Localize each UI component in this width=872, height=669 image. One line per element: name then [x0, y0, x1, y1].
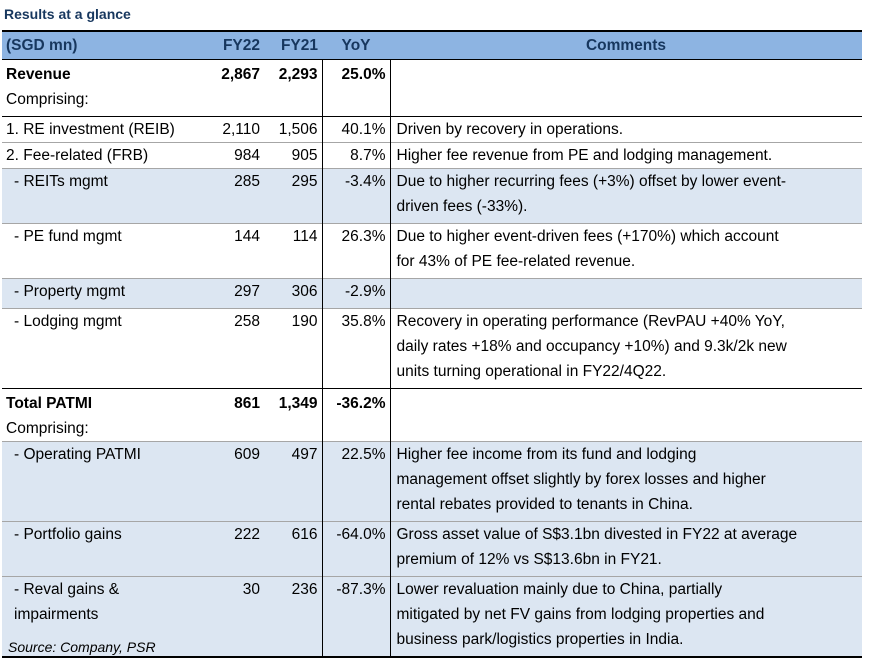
row-label: Revenue	[6, 66, 71, 83]
row-pe-fund-mgmt: - PE fund mgmt 144 114 26.3% Due to high…	[2, 223, 862, 279]
yoy-value: 22.5%	[321, 441, 391, 522]
row-revenue: Revenue 2,867 2,293 25.0%	[2, 59, 862, 88]
row-reits-mgmt: - REITs mgmt 285 295 -3.4% Due to higher…	[2, 168, 862, 224]
header-unit: (SGD mn)	[2, 30, 206, 60]
comment: Gross asset value of S$3.1bn divested in…	[390, 521, 862, 577]
header-yoy: YoY	[322, 30, 390, 60]
header-fy21: FY21	[264, 30, 322, 60]
comment: Due to higher recurring fees (+3%) offse…	[390, 168, 862, 224]
row-portfolio-gains: - Portfolio gains 222 616 -64.0% Gross a…	[2, 521, 862, 577]
fy21-value: 190	[264, 308, 322, 389]
row-label: - Lodging mgmt	[2, 308, 206, 389]
comment-line: units turning operational in FY22/4Q22.	[396, 363, 667, 380]
header-fy22: FY22	[206, 30, 264, 60]
row-frb: 2. Fee-related (FRB) 984 905 8.7% Higher…	[2, 142, 862, 169]
comment-line: rental rebates provided to tenants in Ch…	[396, 496, 693, 513]
yoy-value: 25.0%	[321, 59, 391, 87]
comment-line: Recovery in operating performance (RevPA…	[396, 313, 785, 330]
fy22-value: 285	[206, 168, 264, 224]
comment: Due to higher event-driven fees (+170%) …	[390, 223, 862, 279]
fy21-value: 295	[264, 168, 322, 224]
comment	[390, 278, 862, 309]
comment-line: Due to higher event-driven fees (+170%) …	[396, 228, 779, 245]
page-title: Results at a glance	[4, 6, 131, 22]
table-header-row: (SGD mn) FY22 FY21 YoY Comments	[2, 30, 862, 60]
fy21-value: 905	[264, 142, 322, 169]
comment: Recovery in operating performance (RevPA…	[390, 308, 862, 389]
yoy-value: 8.7%	[321, 142, 391, 169]
yoy-value: 40.1%	[321, 116, 391, 143]
comment-line: business park/logistics properties in In…	[396, 631, 684, 648]
row-label: - Reval gains & impairments	[2, 576, 206, 658]
fy21-value: 1,349	[264, 388, 322, 416]
results-table: (SGD mn) FY22 FY21 YoY Comments Revenue …	[2, 30, 862, 658]
row-total-patmi: Total PATMI 861 1,349 -36.2%	[2, 388, 862, 416]
row-label: - Operating PATMI	[2, 441, 206, 522]
row-label: 1. RE investment (REIB)	[2, 116, 206, 143]
source-note: Source: Company, PSR	[8, 639, 156, 655]
fy22-value: 222	[206, 521, 264, 577]
row-label: - Portfolio gains	[2, 521, 206, 577]
row-reib: 1. RE investment (REIB) 2,110 1,506 40.1…	[2, 116, 862, 143]
fy22-value: 984	[206, 142, 264, 169]
comment-line: Due to higher recurring fees (+3%) offse…	[396, 173, 787, 190]
comment-line: driven fees (-33%).	[396, 198, 528, 215]
fy22-value: 609	[206, 441, 264, 522]
comment-line: mitigated by net FV gains from lodging p…	[396, 606, 765, 623]
fy21-value: 497	[264, 441, 322, 522]
fy21-value: 306	[264, 278, 322, 309]
row-label: Comprising:	[6, 91, 89, 108]
fy22-value: 861	[206, 388, 264, 416]
row-label: Comprising:	[6, 420, 89, 437]
yoy-value: -36.2%	[321, 388, 391, 416]
row-property-mgmt: - Property mgmt 297 306 -2.9%	[2, 278, 862, 309]
comment-line: daily rates +18% and occupancy +10%) and…	[396, 338, 787, 355]
comment	[390, 60, 862, 88]
row-label-line: impairments	[14, 606, 99, 623]
fy22-value: 297	[206, 278, 264, 309]
comment-line: management offset slightly by forex loss…	[396, 471, 766, 488]
row-label: - Property mgmt	[2, 278, 206, 309]
fy22-value: 2,110	[206, 116, 264, 143]
fy22-value: 144	[206, 223, 264, 279]
row-operating-patmi: - Operating PATMI 609 497 22.5% Higher f…	[2, 441, 862, 522]
row-label-line: - Reval gains &	[14, 581, 120, 598]
header-comments: Comments	[390, 30, 862, 60]
comment-line: premium of 12% vs S$13.6bn in FY21.	[396, 551, 662, 568]
comment: Lower revaluation mainly due to China, p…	[390, 576, 862, 658]
yoy-value: 35.8%	[321, 308, 391, 389]
row-label: - PE fund mgmt	[2, 223, 206, 279]
comment-line: Higher fee income from its fund and lodg…	[396, 446, 697, 463]
yoy-value: 26.3%	[321, 223, 391, 279]
yoy-value: -87.3%	[321, 576, 391, 658]
fy21-value: 114	[264, 223, 322, 279]
row-label: Total PATMI	[2, 388, 206, 416]
fy21-value: 236	[264, 576, 322, 658]
fy22-value: 2,867	[221, 66, 260, 83]
row-label: 2. Fee-related (FRB)	[2, 142, 206, 169]
comment-line: Lower revaluation mainly due to China, p…	[396, 581, 723, 598]
row-reval-gains: - Reval gains & impairments 30 236 -87.3…	[2, 576, 862, 658]
comment-line: for 43% of PE fee-related revenue.	[396, 253, 636, 270]
comment	[390, 388, 862, 416]
yoy-value: -3.4%	[321, 168, 391, 224]
fy21-value: 2,293	[278, 66, 318, 83]
row-lodging-mgmt: - Lodging mgmt 258 190 35.8% Recovery in…	[2, 308, 862, 389]
comment-line: Gross asset value of S$3.1bn divested in…	[396, 526, 798, 543]
comment: Driven by recovery in operations.	[390, 116, 862, 143]
comment: Higher fee income from its fund and lodg…	[390, 441, 862, 522]
fy21-value: 1,506	[264, 116, 322, 143]
fy21-value: 616	[264, 521, 322, 577]
yoy-value: -64.0%	[321, 521, 391, 577]
comment: Higher fee revenue from PE and lodging m…	[390, 142, 862, 169]
row-comprising-patmi: Comprising:	[2, 416, 862, 442]
fy22-value: 258	[206, 308, 264, 389]
row-label: - REITs mgmt	[2, 168, 206, 224]
fy22-value: 30	[206, 576, 264, 658]
yoy-value: -2.9%	[321, 278, 391, 309]
row-comprising-revenue: Comprising:	[2, 87, 862, 117]
